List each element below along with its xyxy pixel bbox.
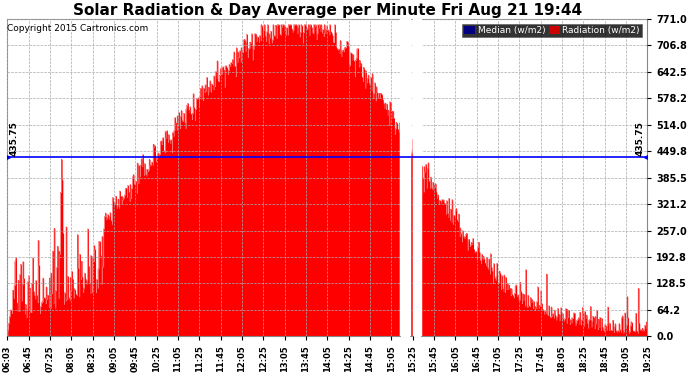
Legend: Median (w/m2), Radiation (w/m2): Median (w/m2), Radiation (w/m2) (462, 24, 642, 37)
Title: Solar Radiation & Day Average per Minute Fri Aug 21 19:44: Solar Radiation & Day Average per Minute… (72, 3, 582, 18)
Text: 435.75: 435.75 (635, 121, 644, 156)
Text: 435.75: 435.75 (10, 121, 19, 156)
Text: Copyright 2015 Cartronics.com: Copyright 2015 Cartronics.com (7, 24, 148, 33)
